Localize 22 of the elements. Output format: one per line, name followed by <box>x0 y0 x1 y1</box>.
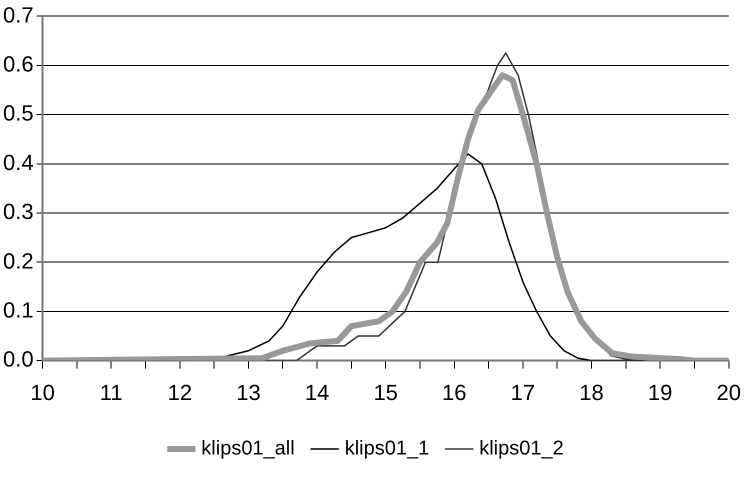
y-tick-label: 0.3 <box>2 199 34 224</box>
x-tick-label: 13 <box>236 380 261 405</box>
legend-label: klips01_all <box>201 438 295 460</box>
y-tick-label: 0.7 <box>2 2 34 28</box>
y-tick-label: 0.5 <box>2 100 34 126</box>
y-tick-label: 0.6 <box>2 51 34 76</box>
y-tick-label: 0.0 <box>2 346 34 372</box>
legend-label: klips01_1 <box>344 438 430 460</box>
y-tick-label: 0.2 <box>2 248 34 274</box>
legend-label: klips01_2 <box>479 438 564 460</box>
y-tick-label: 0.1 <box>2 297 34 322</box>
x-tick-label: 20 <box>716 380 742 405</box>
x-tick-label: 12 <box>168 380 192 405</box>
x-tick-label: 14 <box>304 380 330 405</box>
x-tick-label: 19 <box>648 380 672 405</box>
x-tick-label: 18 <box>579 380 604 405</box>
x-tick-label: 11 <box>100 380 123 405</box>
x-tick-label: 16 <box>442 380 467 405</box>
x-tick-label: 17 <box>510 380 536 405</box>
x-tick-label: 15 <box>373 380 398 405</box>
x-tick-label: 10 <box>30 380 55 405</box>
y-tick-label: 0.4 <box>2 150 34 175</box>
